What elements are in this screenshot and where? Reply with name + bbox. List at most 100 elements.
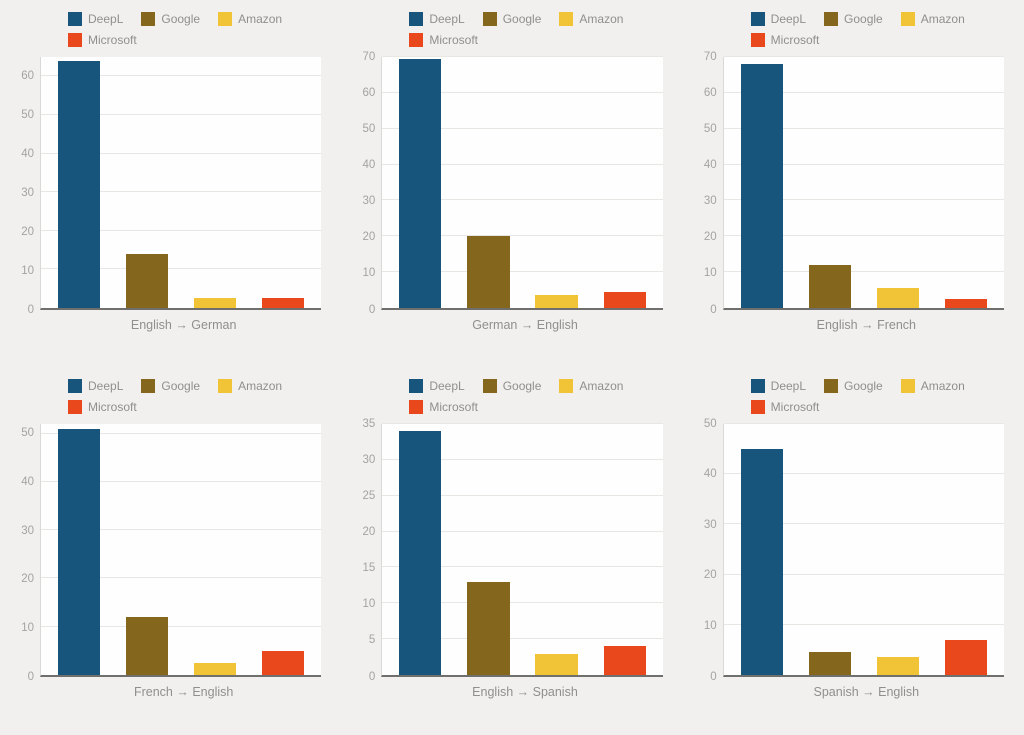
legend-label: Microsoft xyxy=(770,400,820,414)
bar-microsoft xyxy=(944,299,988,308)
legend-label: DeepL xyxy=(770,379,807,393)
legend-label: Google xyxy=(844,12,883,26)
y-tick-label: 60 xyxy=(703,86,717,99)
gridline xyxy=(382,530,663,532)
plot-wrapper: 0 10 20 30 40 50 xyxy=(697,418,1004,682)
y-tick-label: 40 xyxy=(703,158,717,171)
legend-item-microsoft: Microsoft xyxy=(750,400,820,414)
plot-area xyxy=(381,56,663,310)
y-tick-label: 20 xyxy=(21,572,34,585)
bar-deepl xyxy=(57,60,101,308)
chart-legend: DeepL Google Amazon Microsoft xyxy=(68,379,320,414)
y-axis: 0 10 20 30 40 50 60 xyxy=(14,57,40,315)
legend-label: DeepL xyxy=(88,379,124,393)
bar-google xyxy=(467,236,510,308)
gridline xyxy=(41,229,322,231)
y-tick-label: 10 xyxy=(21,621,34,634)
gridline xyxy=(382,602,663,604)
chart-cell: DeepL Google Amazon Microsoft 0 10 20 30 40 50 Fre… xyxy=(0,367,341,735)
y-axis: 0 10 20 30 40 50 60 70 xyxy=(697,51,723,315)
plot-wrapper: 0 10 20 30 40 50 60 xyxy=(14,57,322,315)
bar-google xyxy=(126,617,169,675)
legend-item-google: Google xyxy=(824,379,883,393)
bar-microsoft xyxy=(603,646,646,675)
y-axis: 0 10 20 30 40 50 xyxy=(14,424,40,681)
y-tick-label: 50 xyxy=(703,417,717,430)
plot-wrapper: 0 5 10 15 20 25 30 35 xyxy=(355,418,663,682)
bar-google xyxy=(467,581,510,675)
y-tick-label: 10 xyxy=(21,264,34,277)
bars-group xyxy=(724,424,1004,675)
y-tick-label: 15 xyxy=(362,561,376,574)
legend-label: Google xyxy=(844,379,883,393)
bars-group xyxy=(724,57,1004,308)
gridline xyxy=(723,235,1004,237)
legend-swatch xyxy=(750,379,765,393)
legend-swatch xyxy=(750,400,765,414)
plot-wrapper: 0 10 20 30 40 50 60 70 xyxy=(697,51,1004,315)
legend-label: Amazon xyxy=(579,379,624,393)
legend-swatch xyxy=(409,33,424,47)
gridline xyxy=(41,75,322,77)
gridline xyxy=(723,473,1004,475)
legend-swatch xyxy=(141,12,156,26)
bar-amazon xyxy=(535,653,578,675)
legend-swatch xyxy=(409,379,424,393)
legend-swatch xyxy=(68,33,82,47)
legend-item-microsoft: Microsoft xyxy=(409,400,478,414)
legend-swatch xyxy=(68,12,82,26)
legend-label: Google xyxy=(161,379,201,393)
y-tick-label: 70 xyxy=(703,50,717,63)
gridline xyxy=(723,271,1004,273)
gridline xyxy=(382,494,663,496)
y-tick-label: 30 xyxy=(362,194,376,207)
y-tick-label: 40 xyxy=(21,475,34,488)
gridline xyxy=(382,199,663,201)
legend-item-microsoft: Microsoft xyxy=(750,33,819,47)
chart-cell: DeepL Google Amazon Microsoft 0 10 20 30 40 50 60 7… xyxy=(683,0,1024,367)
bar-microsoft xyxy=(944,639,988,675)
y-tick-label: 50 xyxy=(703,122,717,135)
y-tick-label: 30 xyxy=(21,524,34,537)
bar-deepl xyxy=(740,64,783,308)
plot-area xyxy=(40,57,322,310)
gridline xyxy=(723,91,1004,93)
legend-swatch xyxy=(409,400,424,414)
legend-label: Microsoft xyxy=(88,400,137,414)
legend-item-deepl: DeepL xyxy=(750,379,807,393)
y-tick-label: 50 xyxy=(21,108,34,121)
chart-legend: DeepL Google Amazon Microsoft xyxy=(750,12,1003,47)
legend-item-google: Google xyxy=(824,12,883,26)
gridline xyxy=(723,623,1004,625)
y-tick-label: 5 xyxy=(368,634,376,647)
plot-area xyxy=(722,423,1004,677)
gridline xyxy=(41,529,322,531)
gridline xyxy=(382,91,663,93)
bar-amazon xyxy=(194,298,237,308)
gridline xyxy=(41,480,322,482)
legend-item-microsoft: Microsoft xyxy=(68,33,137,47)
legend-swatch xyxy=(218,12,233,26)
legend-item-amazon: Amazon xyxy=(559,12,623,26)
legend-label: Amazon xyxy=(920,12,965,26)
gridline xyxy=(41,625,322,627)
legend-swatch xyxy=(559,379,574,393)
legend-label: DeepL xyxy=(429,379,465,393)
y-tick-label: 50 xyxy=(362,122,376,135)
gridline xyxy=(723,56,1004,57)
bar-amazon xyxy=(535,295,578,308)
gridline xyxy=(41,113,322,115)
gridline xyxy=(41,268,322,270)
gridline xyxy=(41,432,322,434)
legend-item-deepl: DeepL xyxy=(750,12,807,26)
legend-label: Amazon xyxy=(579,12,624,26)
bar-microsoft xyxy=(262,298,305,308)
gridline xyxy=(382,423,663,424)
legend-item-google: Google xyxy=(141,379,200,393)
y-tick-label: 40 xyxy=(703,467,717,480)
legend-item-amazon: Amazon xyxy=(900,12,965,26)
chart-cell: DeepL Google Amazon Microsoft 0 5 10 15 20 25 30 35… xyxy=(341,367,682,735)
legend-label: Google xyxy=(161,12,201,26)
bars-group xyxy=(41,424,321,675)
legend-label: DeepL xyxy=(770,12,807,26)
